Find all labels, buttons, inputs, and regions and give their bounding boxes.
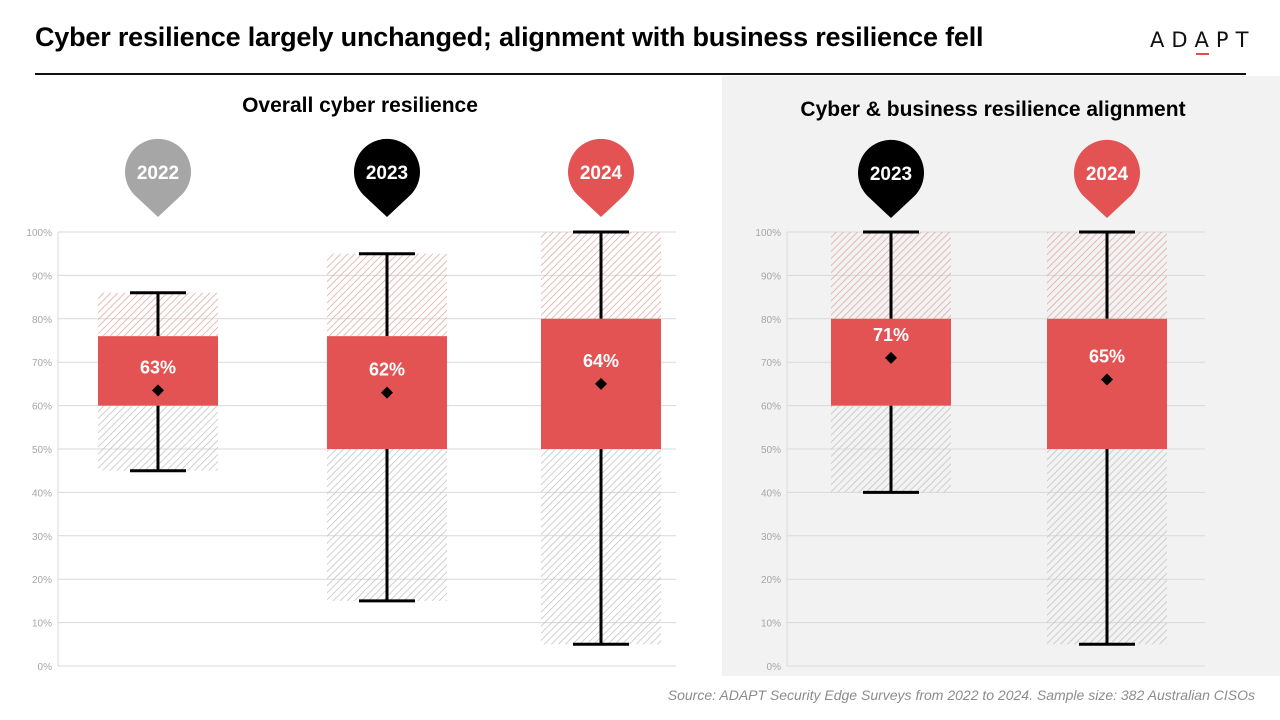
mean-value-label: 71% (873, 325, 909, 345)
y-tick-label: 0% (38, 662, 53, 673)
logo-letter: T (1235, 28, 1256, 52)
logo-letter: P (1215, 28, 1236, 52)
year-pin-label: 2023 (366, 163, 408, 184)
mean-value-label: 65% (1089, 347, 1125, 367)
year-pin-label: 2024 (580, 163, 623, 184)
y-tick-label: 70% (761, 358, 781, 369)
source-note: Source: ADAPT Security Edge Surveys from… (667, 687, 1255, 703)
y-tick-label: 50% (32, 445, 52, 456)
logo-letter: D (1171, 28, 1195, 52)
y-tick-label: 90% (761, 271, 781, 282)
page-title: Cyber resilience largely unchanged; alig… (35, 22, 984, 52)
year-pin-icon (567, 138, 634, 217)
chart-title-alignment: Cyber & business resilience alignment (800, 98, 1186, 121)
year-pin-icon (857, 139, 924, 218)
alignment-panel-background (722, 76, 1280, 676)
y-tick-label: 100% (755, 228, 781, 239)
y-tick-label: 100% (26, 228, 52, 239)
y-tick-label: 40% (32, 488, 52, 499)
y-tick-label: 20% (761, 575, 781, 586)
adapt-logo: ADAPT (1150, 28, 1256, 55)
y-tick-label: 10% (761, 619, 781, 630)
y-tick-label: 80% (761, 315, 781, 326)
y-tick-label: 10% (32, 619, 52, 630)
year-pin-icon (1074, 139, 1140, 218)
year-pin-icon (354, 138, 420, 217)
title-divider (35, 73, 1246, 75)
y-tick-label: 0% (767, 662, 782, 673)
y-tick-label: 20% (32, 575, 52, 586)
year-pin-label: 2024 (1086, 164, 1129, 185)
mean-marker (152, 384, 164, 397)
y-tick-label: 80% (32, 315, 52, 326)
logo-letter: A (1150, 28, 1172, 52)
logo-letter-accent: A (1194, 28, 1216, 55)
mean-value-label: 62% (369, 360, 405, 380)
mean-marker (885, 351, 897, 364)
y-tick-label: 70% (32, 358, 52, 369)
year-pin-icon (125, 138, 192, 217)
y-tick-label: 30% (761, 532, 781, 543)
y-tick-label: 30% (32, 532, 52, 543)
mean-marker (595, 377, 607, 390)
y-tick-label: 60% (32, 402, 52, 413)
chart-title-overall: Overall cyber resilience (242, 94, 478, 117)
y-tick-label: 60% (761, 402, 781, 413)
mean-value-label: 64% (583, 351, 619, 371)
mean-marker (381, 386, 393, 399)
mean-value-label: 63% (140, 357, 176, 377)
y-tick-label: 50% (761, 445, 781, 456)
y-tick-label: 90% (32, 271, 52, 282)
year-pin-label: 2022 (137, 163, 179, 184)
year-pin-label: 2023 (870, 164, 912, 185)
y-tick-label: 40% (761, 488, 781, 499)
mean-marker (1101, 373, 1113, 386)
